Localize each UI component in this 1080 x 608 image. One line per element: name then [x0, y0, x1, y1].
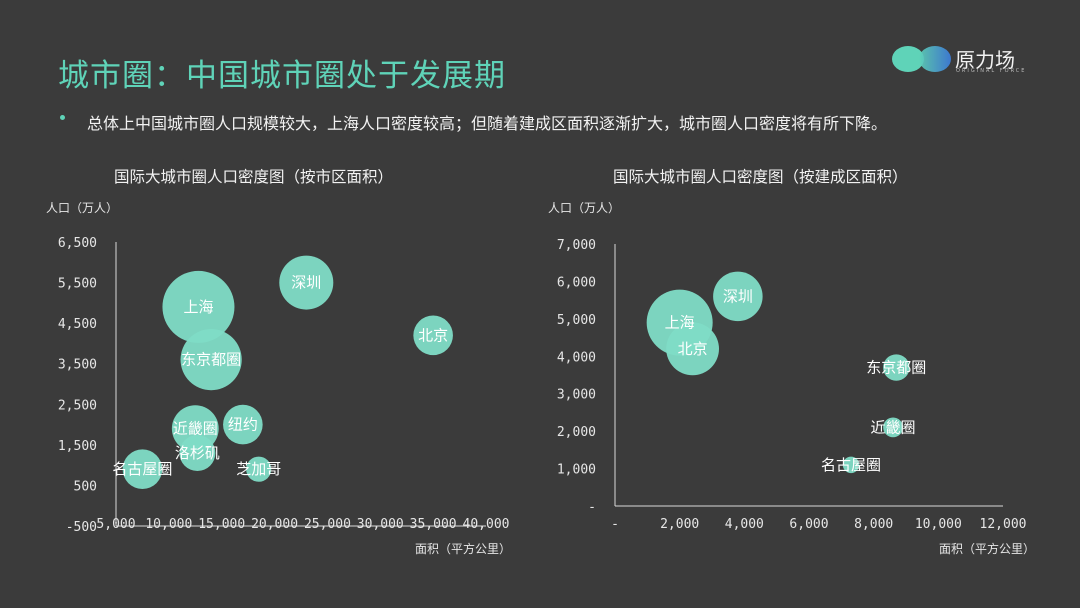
y-axis-label: 人口（万人）	[548, 201, 620, 215]
x-tick-label: 25,000	[304, 517, 351, 532]
bubble-深圳	[713, 271, 763, 322]
bubble-label: 名古屋圈	[112, 460, 172, 478]
bubble-chart-city-area: 国际大城市圈人口密度图（按市区面积） 人口（万人） 面积（平方公里） -500 500 1…	[46, 168, 511, 556]
bullet-dot-icon	[60, 115, 65, 120]
y-tick-label: 5,000	[557, 313, 596, 328]
y-tick-label: 1,000	[557, 463, 596, 478]
bubble-label: 芝加哥	[236, 460, 281, 478]
y-tick-label: 2,500	[58, 398, 97, 413]
y-tick-label: -	[588, 500, 596, 515]
x-tick-label: 15,000	[198, 517, 245, 532]
y-tick-label: 5,500	[58, 277, 97, 292]
bubble-label: 上海	[665, 314, 695, 332]
x-tick-label: 20,000	[251, 517, 298, 532]
bubble-名古屋圈	[842, 456, 860, 474]
x-axis-label: 面积（平方公里）	[939, 541, 1035, 556]
y-tick-label: 6,000	[557, 275, 596, 290]
bubble-上海	[162, 270, 235, 343]
y-axis-label: 人口（万人）	[46, 201, 118, 215]
page-title: 城市圈：中国城市圈处于发展期	[58, 58, 506, 94]
bubble-label: 上海	[183, 298, 213, 316]
x-tick-label: 5,000	[96, 517, 135, 532]
x-tick-label: 4,000	[725, 517, 764, 532]
bubble-深圳	[279, 255, 334, 310]
summary-text: 总体上中国城市圈人口规模较大，上海人口密度较高；但随着建成区面积逐渐扩大，城市圈…	[87, 114, 888, 133]
x-tick-label: 10,000	[915, 517, 962, 532]
logo-subtext: ORIGINAL FORCE	[956, 68, 1027, 74]
x-tick-label: 6,000	[789, 517, 828, 532]
y-tick-label: 2,000	[557, 425, 596, 440]
y-tick-label: 7,000	[557, 238, 596, 253]
x-axis-label: 面积（平方公里）	[415, 541, 511, 556]
bubble-东京都圈	[883, 354, 910, 381]
bubble-label: 纽约	[228, 416, 258, 434]
bubble-名古屋圈	[122, 449, 163, 490]
logo-text: 原力场	[955, 48, 1015, 72]
y-tick-label: 3,500	[58, 358, 97, 373]
bubble-label: 近畿圈	[173, 420, 218, 438]
bubble-label: 深圳	[723, 287, 753, 305]
bubble-纽约	[223, 404, 263, 445]
bubble-label: 北京	[418, 326, 448, 344]
y-tick-label: 1,500	[58, 439, 97, 454]
x-tick-label: 10,000	[145, 517, 192, 532]
brand-logo: 原力场 ORIGINAL FORCE	[891, 42, 1041, 78]
logo-icon	[892, 46, 951, 72]
y-tick-label: 500	[74, 479, 97, 494]
x-tick-label: 2,000	[660, 517, 699, 532]
x-tick-label: 40,000	[463, 517, 510, 532]
x-tick-label: 8,000	[854, 517, 893, 532]
chart-title: 国际大城市圈人口密度图（按市区面积）	[114, 168, 393, 186]
y-tick-label: 4,500	[58, 317, 97, 332]
bubble-label: 名古屋圈	[821, 456, 881, 474]
chart-title: 国际大城市圈人口密度图（按建成区面积）	[613, 168, 908, 186]
bubble-label: 东京都圈	[866, 359, 926, 377]
x-tick-label: -	[611, 517, 619, 532]
bubble-label: 洛杉矶	[175, 444, 220, 462]
bubble-label: 东京都圈	[181, 351, 241, 369]
bubble-洛杉矶	[179, 434, 216, 471]
y-tick-label: 4,000	[557, 350, 596, 365]
x-tick-label: 12,000	[980, 517, 1027, 532]
x-tick-label: 30,000	[357, 517, 404, 532]
y-tick-label: 6,500	[58, 236, 97, 251]
x-tick-label: 35,000	[410, 517, 457, 532]
bubble-北京	[666, 322, 719, 376]
bubble-label: 深圳	[291, 274, 321, 292]
bubble-北京	[413, 315, 453, 356]
bubble-芝加哥	[246, 456, 272, 482]
bubble-近畿圈	[883, 417, 903, 438]
bubble-东京都圈	[180, 329, 242, 391]
bubble-label: 近畿圈	[871, 418, 916, 436]
y-tick-label: 3,000	[557, 388, 596, 403]
bubble-label: 北京	[678, 340, 708, 358]
y-tick-label: -500	[66, 520, 97, 535]
